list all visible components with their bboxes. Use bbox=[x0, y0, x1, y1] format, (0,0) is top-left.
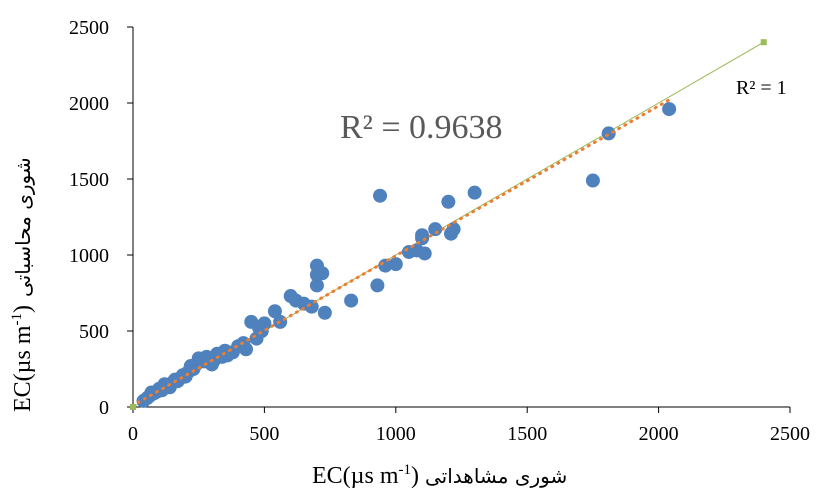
x-axis-title-close: ) bbox=[411, 463, 419, 488]
reference-marker bbox=[130, 404, 136, 410]
y-axis-title-persian: شوری محاسباتی bbox=[11, 157, 35, 297]
data-point bbox=[315, 266, 330, 281]
y-tick-label: 500 bbox=[79, 321, 109, 343]
data-point bbox=[267, 304, 282, 319]
x-axis-ticks: 0 500 1000 1500 2000 2500 bbox=[128, 407, 810, 445]
data-point bbox=[373, 188, 388, 203]
data-point bbox=[415, 228, 430, 243]
data-point bbox=[441, 194, 456, 209]
x-tick-label: 0 bbox=[128, 423, 138, 445]
y-tick-label: 1000 bbox=[69, 245, 109, 267]
y-tick-label: 0 bbox=[99, 397, 109, 419]
data-points bbox=[136, 102, 677, 408]
y-axis-ticks: 0 500 1000 1500 2000 2500 bbox=[69, 17, 133, 419]
data-point bbox=[467, 185, 482, 200]
data-point bbox=[417, 246, 432, 261]
axes bbox=[132, 27, 790, 408]
x-axis-title-text: EC(µs m bbox=[312, 463, 399, 488]
data-point bbox=[257, 316, 272, 331]
y-tick-label: 1500 bbox=[69, 169, 109, 191]
y-tick-label: 2000 bbox=[69, 93, 109, 115]
data-point bbox=[428, 222, 443, 237]
data-point bbox=[370, 278, 385, 293]
x-tick-label: 2000 bbox=[639, 423, 679, 445]
data-point bbox=[601, 126, 616, 141]
r2-reference-annotation: R² = 1 bbox=[736, 77, 787, 99]
x-tick-label: 1500 bbox=[507, 423, 547, 445]
reference-marker bbox=[760, 39, 767, 46]
data-point bbox=[344, 293, 359, 308]
x-tick-label: 1000 bbox=[376, 423, 416, 445]
x-axis-title-superscript: -1 bbox=[399, 462, 412, 478]
y-axis-title-superscript: -1 bbox=[9, 313, 25, 326]
y-tick-label: 2500 bbox=[69, 17, 109, 39]
x-axis-title: EC(µs m-1) شوری مشاهداتی bbox=[312, 462, 567, 488]
y-axis-title-text: EC(µs m bbox=[10, 325, 36, 412]
data-point bbox=[317, 305, 332, 320]
x-tick-label: 500 bbox=[249, 423, 279, 445]
data-point bbox=[388, 257, 403, 272]
x-axis-title-persian: شوری مشاهداتی bbox=[425, 464, 567, 488]
data-point bbox=[309, 278, 324, 293]
y-axis-title: EC(µs m-1) شوری محاسباتی bbox=[9, 157, 36, 412]
data-point bbox=[239, 342, 254, 357]
y-axis-title-close: ) bbox=[10, 305, 36, 313]
r2-fit-annotation: R² = 0.9638 bbox=[340, 109, 503, 146]
x-tick-label: 2500 bbox=[770, 423, 810, 445]
data-point bbox=[585, 173, 600, 188]
data-point bbox=[662, 102, 677, 117]
